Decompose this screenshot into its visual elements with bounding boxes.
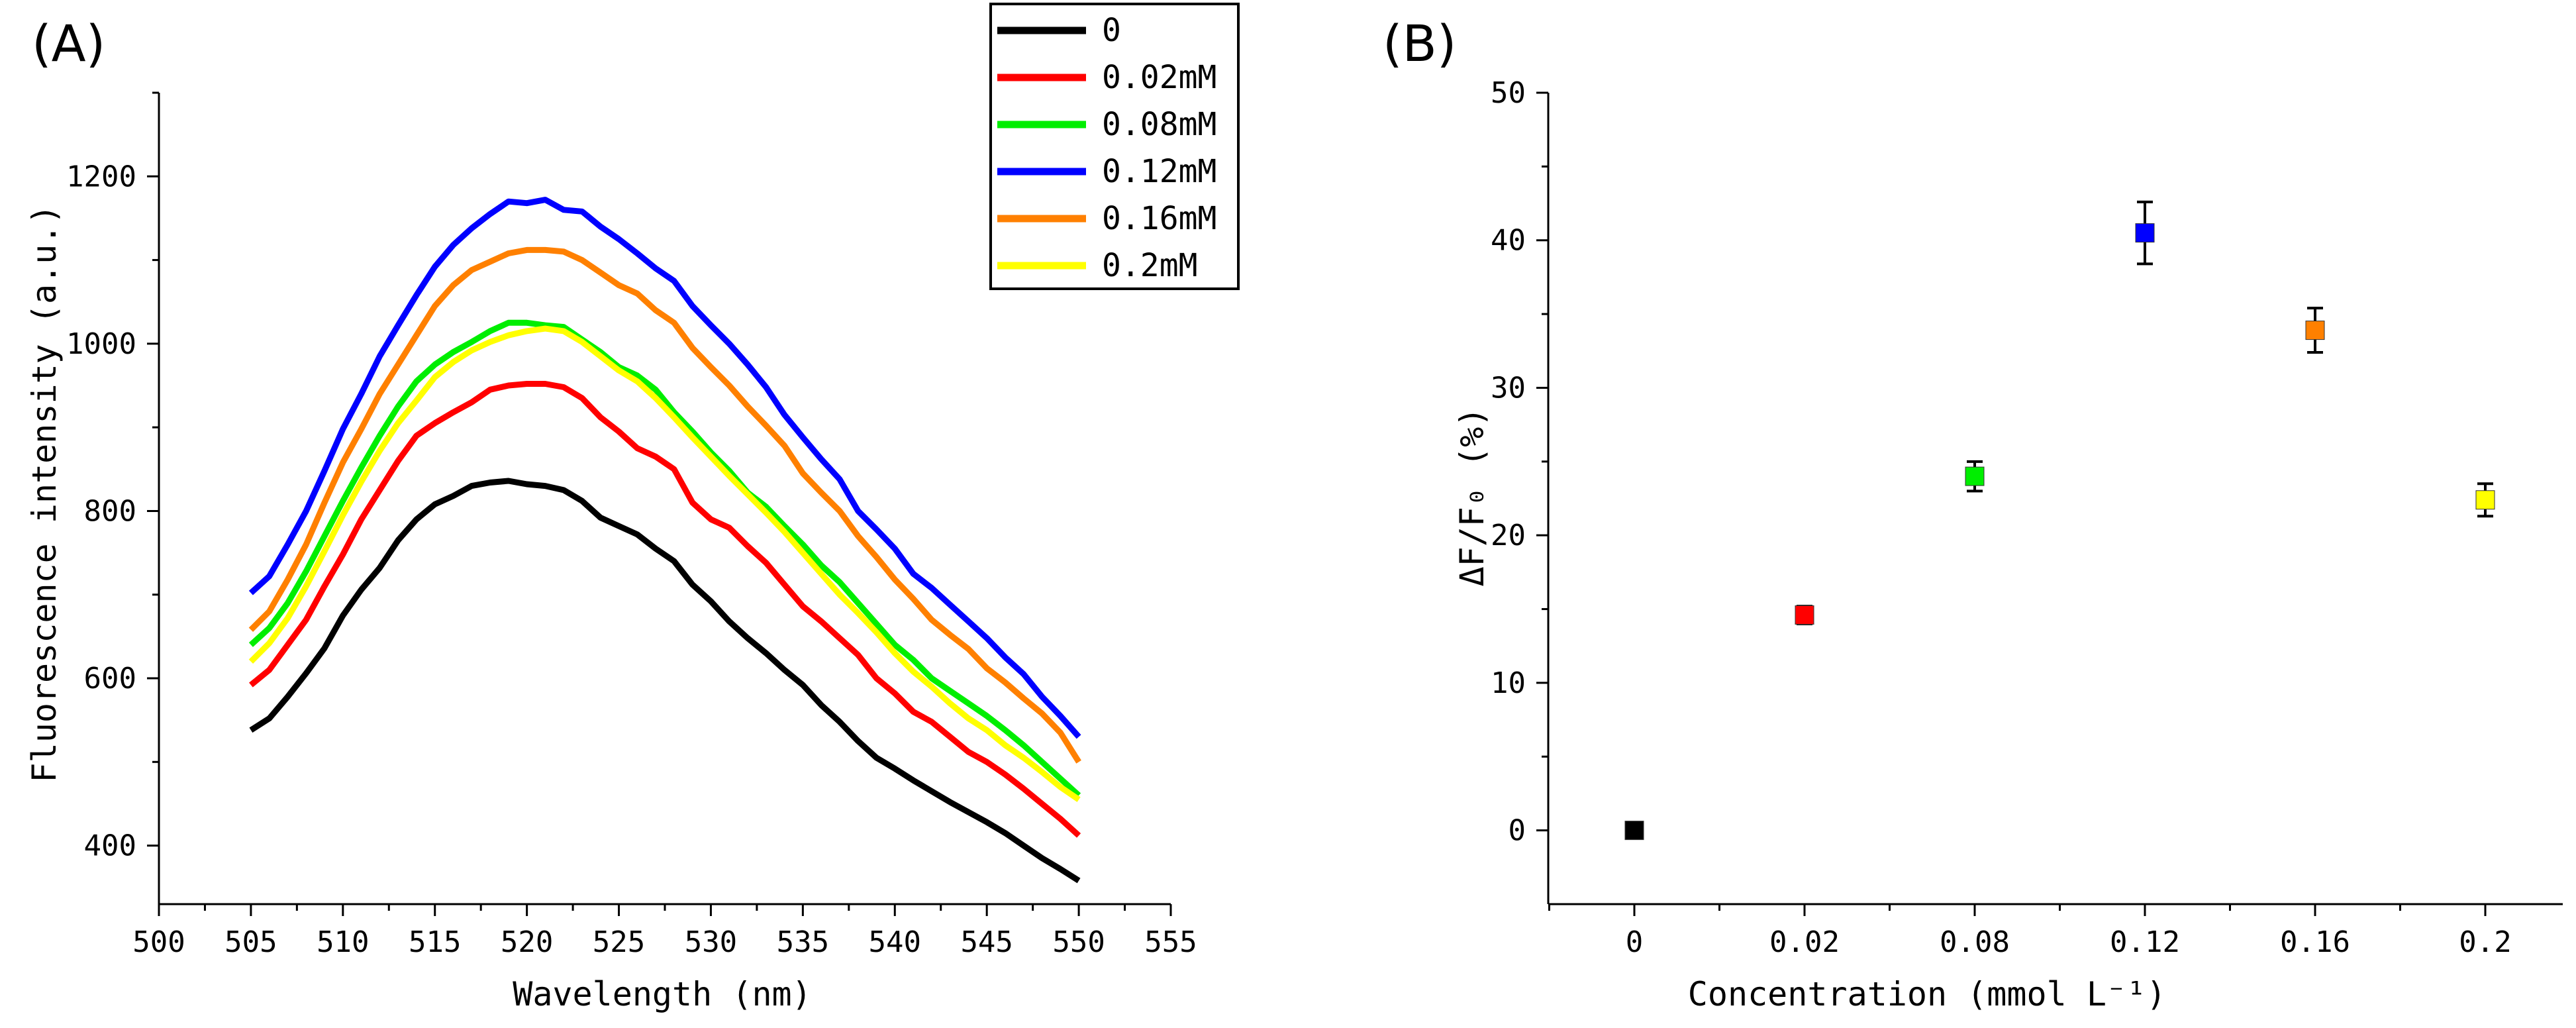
data-point-0.16 bbox=[2305, 307, 2325, 354]
x-tick-label: 530 bbox=[685, 925, 737, 959]
data-point-0.2 bbox=[2475, 482, 2495, 518]
x-tick-label: 0.16 bbox=[2280, 925, 2350, 959]
data-point-0 bbox=[1624, 821, 1644, 841]
data-point-0.08 bbox=[1965, 460, 1985, 493]
legend-box bbox=[989, 3, 1240, 290]
legend-label-0.02mM: 0.02mM bbox=[1102, 59, 1216, 96]
x-tick-label: 535 bbox=[777, 925, 829, 959]
x-tick-label: 540 bbox=[869, 925, 921, 959]
legend-label-0.16mM: 0.16mM bbox=[1102, 200, 1216, 237]
panel-a-y-axis-title: Fluorescence intensity (a.u.) bbox=[25, 205, 64, 783]
panel-b-ticks: 0 0.02 0.08 0.12 0.16 0.2 0 10 20 30 40 50 bbox=[1491, 76, 2512, 959]
panel-a: (A) 500 505 510 515 520 525 530 535 540 545 550 555… bbox=[25, 3, 1240, 1013]
legend-label-0.08mM: 0.08mM bbox=[1102, 106, 1216, 143]
y-tick-label: 1200 bbox=[66, 160, 136, 193]
panel-a-x-axis-title: Wavelength (nm) bbox=[513, 975, 812, 1013]
x-tick-label: 555 bbox=[1144, 925, 1197, 959]
legend-label-0.12mM: 0.12mM bbox=[1102, 153, 1216, 190]
y-tick-label: 400 bbox=[84, 829, 136, 863]
y-tick-label: 0 bbox=[1509, 814, 1526, 848]
x-tick-label: 505 bbox=[224, 925, 277, 959]
y-tick-label: 50 bbox=[1491, 76, 1526, 110]
y-tick-label: 20 bbox=[1491, 519, 1526, 552]
y-tick-label: 1000 bbox=[66, 327, 136, 361]
x-tick-label: 0 bbox=[1626, 925, 1644, 959]
marker bbox=[2475, 490, 2495, 510]
panel-b-x-axis-title: Concentration (mmol L⁻¹) bbox=[1688, 975, 2166, 1013]
y-tick-label: 800 bbox=[84, 494, 136, 528]
panel-a-label: (A) bbox=[32, 14, 105, 73]
panel-b-y-axis-title: ΔF/F₀ (%) bbox=[1453, 407, 1491, 587]
data-point-0.02 bbox=[1795, 605, 1814, 625]
legend-label-0.2mM: 0.2mM bbox=[1102, 247, 1198, 284]
x-tick-label: 550 bbox=[1052, 925, 1105, 959]
marker bbox=[2305, 321, 2325, 340]
series-line-0.2mM bbox=[248, 325, 1081, 802]
y-tick-label: 40 bbox=[1491, 224, 1526, 258]
marker bbox=[1624, 821, 1644, 841]
x-tick-label: 0.08 bbox=[1940, 925, 2010, 959]
panel-b: (B) 0 0.02 0.08 0.12 0.16 0.2 0 10 20 30 40 50 Conc… bbox=[1383, 14, 2563, 1013]
x-tick-label: 0.02 bbox=[1769, 925, 1840, 959]
data-point-0.12 bbox=[2135, 200, 2155, 266]
marker bbox=[1795, 605, 1814, 625]
series-line-0.16mM bbox=[248, 246, 1081, 764]
panel-a-legend: 0 0.02mM 0.08mM 0.12mM 0.16mM 0.2mM bbox=[989, 3, 1240, 290]
x-tick-label: 545 bbox=[960, 925, 1013, 959]
marker bbox=[2135, 223, 2155, 243]
panel-a-series bbox=[248, 197, 1081, 884]
legend-label-0: 0 bbox=[1102, 12, 1121, 49]
x-tick-label: 520 bbox=[501, 925, 553, 959]
x-tick-label: 0.12 bbox=[2110, 925, 2180, 959]
y-tick-label: 30 bbox=[1491, 371, 1526, 405]
x-tick-label: 525 bbox=[593, 925, 645, 959]
series-line-0.08mM bbox=[248, 319, 1081, 798]
panel-b-axes bbox=[1547, 93, 2563, 905]
x-tick-label: 500 bbox=[132, 925, 185, 959]
x-tick-label: 515 bbox=[409, 925, 461, 959]
y-tick-label: 600 bbox=[84, 662, 136, 695]
series-line-0 bbox=[249, 478, 1081, 884]
marker bbox=[1965, 466, 1985, 486]
series-line-0.02mM bbox=[249, 381, 1081, 838]
y-tick-label: 10 bbox=[1491, 666, 1526, 700]
x-tick-label: 510 bbox=[317, 925, 369, 959]
panel-a-ticks: 500 505 510 515 520 525 530 535 540 545 550 555 400 6… bbox=[66, 91, 1197, 959]
series-line-0.12mM bbox=[248, 197, 1081, 739]
panel-b-points bbox=[1624, 200, 2495, 841]
panel-b-label: (B) bbox=[1383, 14, 1456, 73]
x-tick-label: 0.2 bbox=[2459, 925, 2511, 959]
